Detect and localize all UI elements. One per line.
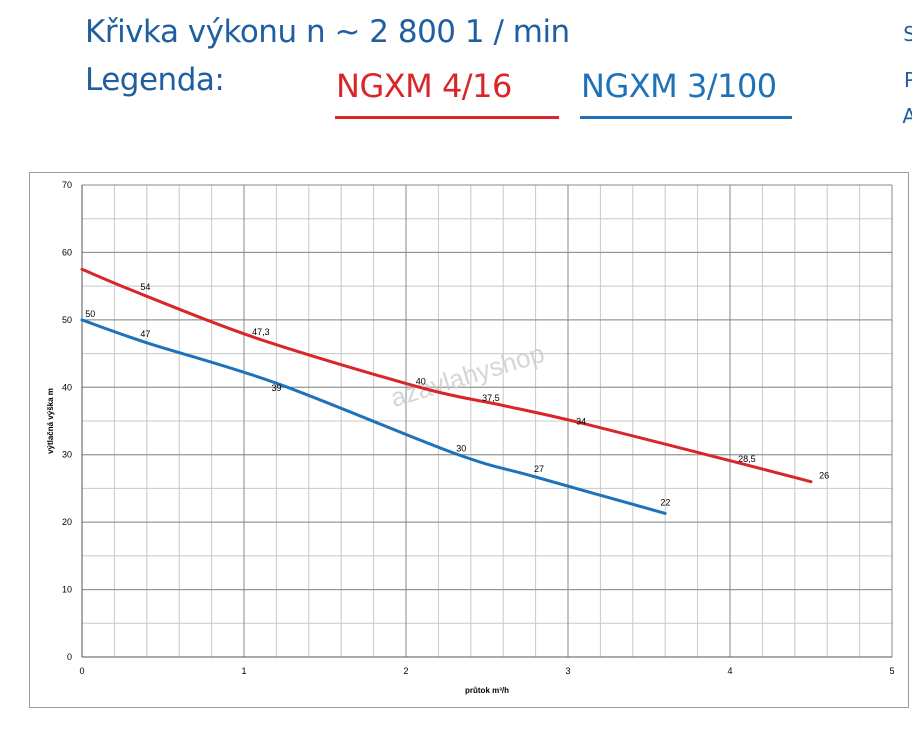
x-tick-label: 4 [727, 666, 732, 676]
legend-entry-ngxm-3-100: NGXM 3/100 [581, 67, 777, 105]
cropped-edge-text-3: A [902, 104, 912, 128]
x-tick-label: 2 [403, 666, 408, 676]
chart-frame [29, 172, 909, 708]
y-tick-label: 40 [62, 382, 72, 392]
series-line-1 [80, 267, 813, 484]
data-label: 37,5 [482, 393, 500, 403]
legend-line-ngxm-4-16 [335, 116, 559, 119]
data-label: 22 [660, 498, 670, 508]
x-tick-label: 3 [565, 666, 570, 676]
data-label: 27 [534, 464, 544, 474]
data-label: 34 [576, 417, 586, 427]
x-axis-title: průtok m³/h [465, 686, 509, 695]
chart-page-title: Křivka výkonu n ~ 2 800 1 / min [85, 14, 570, 50]
x-tick-label: 5 [889, 666, 894, 676]
y-tick-label: 30 [62, 450, 72, 460]
data-label: 26 [819, 471, 829, 481]
legend-entry-ngxm-4-16: NGXM 4/16 [336, 67, 512, 105]
y-tick-label: 70 [62, 180, 72, 190]
legend-line-ngxm-3-100 [580, 116, 792, 119]
cropped-edge-text-2: P [903, 68, 912, 92]
y-tick-label: 60 [62, 247, 72, 257]
data-label: 40 [416, 376, 426, 386]
data-label: 39 [272, 383, 282, 393]
y-tick-label: 20 [62, 517, 72, 527]
y-axis-title: výtlačná výška m [46, 388, 55, 454]
x-tick-label: 1 [241, 666, 246, 676]
cropped-edge-text-1: S [903, 22, 912, 46]
data-label: 28,5 [738, 454, 756, 464]
watermark-text: azavlahyshop [387, 338, 548, 413]
y-tick-label: 0 [67, 652, 72, 662]
y-tick-label: 50 [62, 315, 72, 325]
data-label: 47 [140, 329, 150, 339]
x-tick-label: 0 [79, 666, 84, 676]
data-label: 54 [140, 282, 150, 292]
data-label: 30 [456, 444, 466, 454]
data-label: 50 [85, 309, 95, 319]
series-line-2 [80, 318, 667, 515]
y-tick-label: 10 [62, 585, 72, 595]
data-label: 47,3 [252, 327, 270, 337]
legend-heading: Legenda: [85, 62, 225, 98]
